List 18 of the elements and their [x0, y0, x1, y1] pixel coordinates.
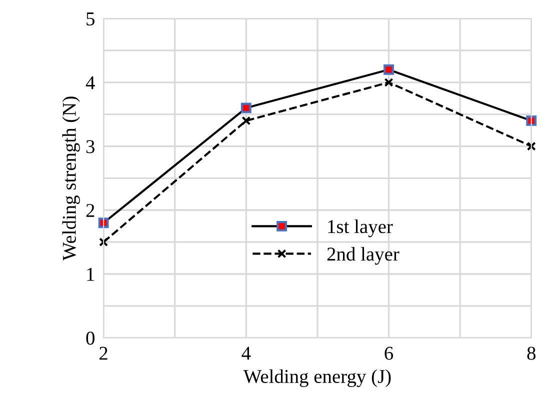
point: [99, 238, 108, 247]
y-tick-label: 1: [87, 268, 94, 281]
y-tick-label: 0: [86, 332, 94, 345]
point: [242, 116, 251, 126]
point: [526, 142, 536, 151]
y-axis-title: Welding strength (N): [62, 96, 80, 261]
x-tick-label: 4: [242, 346, 251, 360]
y-tick-label: 5: [86, 12, 94, 26]
y-tick-label: 2: [86, 204, 94, 217]
x-axis-title: Welding energy (J): [243, 369, 391, 388]
x-tick-label: 8: [527, 346, 536, 360]
point: [384, 78, 394, 87]
y-tick-label: 4: [86, 76, 95, 90]
legend-label: 1st layer: [328, 220, 393, 238]
y-tick-label: 3: [86, 140, 94, 154]
x-tick-label: 6: [384, 346, 394, 360]
x-tick-label: 2: [100, 346, 108, 360]
legend-label: 2nd layer: [327, 247, 400, 265]
